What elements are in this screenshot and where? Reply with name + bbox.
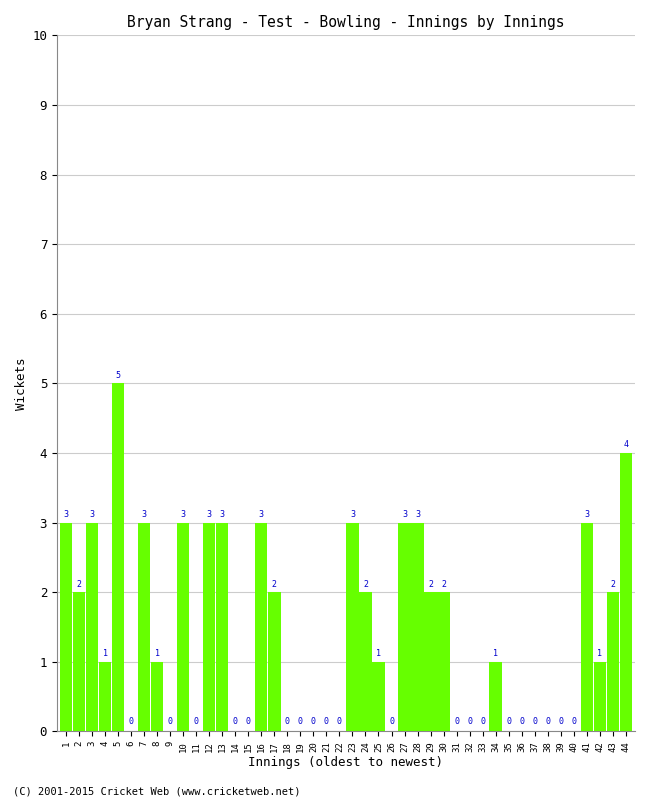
Text: 3: 3 <box>584 510 590 519</box>
Text: 0: 0 <box>532 717 538 726</box>
Text: 0: 0 <box>545 717 551 726</box>
Text: 0: 0 <box>233 717 238 726</box>
Text: 0: 0 <box>571 717 577 726</box>
Bar <box>411 522 424 731</box>
Text: 2: 2 <box>441 580 446 589</box>
Bar <box>177 522 189 731</box>
Text: 0: 0 <box>298 717 303 726</box>
Bar <box>593 662 606 731</box>
Y-axis label: Wickets: Wickets <box>15 357 28 410</box>
Text: 0: 0 <box>454 717 459 726</box>
Bar <box>359 592 372 731</box>
Bar <box>203 522 215 731</box>
Text: 0: 0 <box>337 717 342 726</box>
Text: 0: 0 <box>194 717 199 726</box>
Text: 2: 2 <box>272 580 277 589</box>
Text: 3: 3 <box>402 510 407 519</box>
Bar <box>138 522 150 731</box>
Text: 3: 3 <box>90 510 94 519</box>
Text: (C) 2001-2015 Cricket Web (www.cricketweb.net): (C) 2001-2015 Cricket Web (www.cricketwe… <box>13 786 300 796</box>
Text: 0: 0 <box>285 717 290 726</box>
Text: 3: 3 <box>142 510 147 519</box>
Text: 2: 2 <box>610 580 616 589</box>
Text: 5: 5 <box>116 371 121 380</box>
Text: 3: 3 <box>415 510 420 519</box>
Text: 0: 0 <box>324 717 329 726</box>
Bar <box>268 592 281 731</box>
Bar <box>437 592 450 731</box>
Text: 0: 0 <box>558 717 564 726</box>
Text: 1: 1 <box>103 650 107 658</box>
Text: 0: 0 <box>168 717 173 726</box>
Bar <box>346 522 359 731</box>
Bar <box>151 662 163 731</box>
Text: 3: 3 <box>220 510 225 519</box>
Text: 0: 0 <box>480 717 485 726</box>
Bar <box>60 522 72 731</box>
Text: 0: 0 <box>467 717 472 726</box>
Text: 1: 1 <box>376 650 381 658</box>
Text: 0: 0 <box>311 717 316 726</box>
Bar <box>255 522 268 731</box>
Bar <box>112 383 124 731</box>
Bar <box>216 522 228 731</box>
Title: Bryan Strang - Test - Bowling - Innings by Innings: Bryan Strang - Test - Bowling - Innings … <box>127 15 565 30</box>
Text: 3: 3 <box>64 510 68 519</box>
Text: 0: 0 <box>389 717 394 726</box>
Bar <box>372 662 385 731</box>
Text: 3: 3 <box>350 510 355 519</box>
Bar <box>619 453 632 731</box>
Bar <box>398 522 411 731</box>
Text: 0: 0 <box>246 717 251 726</box>
Text: 4: 4 <box>623 441 629 450</box>
Bar <box>73 592 85 731</box>
Bar <box>424 592 437 731</box>
Text: 2: 2 <box>428 580 433 589</box>
Bar <box>580 522 593 731</box>
Bar <box>606 592 619 731</box>
Text: 0: 0 <box>519 717 524 726</box>
Bar <box>489 662 502 731</box>
Text: 0: 0 <box>129 717 134 726</box>
X-axis label: Innings (oldest to newest): Innings (oldest to newest) <box>248 756 443 769</box>
Text: 3: 3 <box>259 510 264 519</box>
Text: 2: 2 <box>363 580 368 589</box>
Bar <box>99 662 111 731</box>
Text: 0: 0 <box>506 717 511 726</box>
Text: 1: 1 <box>597 650 603 658</box>
Bar <box>86 522 98 731</box>
Text: 1: 1 <box>493 650 498 658</box>
Text: 3: 3 <box>207 510 212 519</box>
Text: 3: 3 <box>181 510 186 519</box>
Text: 1: 1 <box>155 650 160 658</box>
Text: 2: 2 <box>77 580 81 589</box>
